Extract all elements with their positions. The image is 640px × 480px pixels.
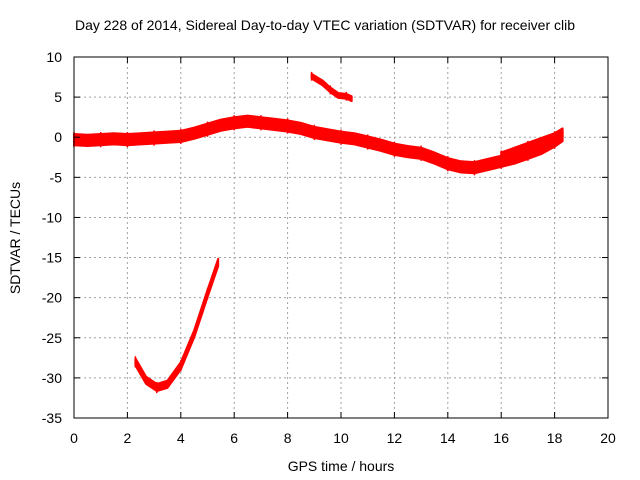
x-tick-label: 8 [284, 430, 292, 446]
x-tick-label: 20 [600, 430, 616, 446]
x-tick-label: 14 [440, 430, 456, 446]
y-tick-label: -20 [42, 290, 62, 306]
y-tick-label: 10 [46, 49, 62, 65]
grid-lines [74, 57, 608, 418]
x-axis-label: GPS time / hours [288, 458, 395, 474]
series-lower-trace [134, 257, 220, 394]
series-main-trace [73, 114, 564, 176]
x-tick-label: 12 [387, 430, 403, 446]
x-tick-label: 2 [124, 430, 132, 446]
chart-title: Day 228 of 2014, Sidereal Day-to-day VTE… [75, 17, 575, 33]
y-axis-label: SDTVAR / TECUs [7, 182, 23, 294]
series-band [134, 257, 220, 393]
series-secondary-trace [500, 127, 564, 163]
y-tick-label: -25 [42, 330, 62, 346]
y-tick-label: 0 [54, 129, 62, 145]
series-band [73, 114, 564, 175]
y-tick-label: -5 [50, 169, 63, 185]
x-tick-label: 16 [493, 430, 509, 446]
x-tick-label: 6 [230, 430, 238, 446]
y-tick-label: -10 [42, 209, 62, 225]
y-tick-label: -35 [42, 410, 62, 426]
series-upper-trace [310, 71, 353, 103]
y-tick-label: 5 [54, 89, 62, 105]
x-tick-label: 10 [333, 430, 349, 446]
x-tick-label: 18 [547, 430, 563, 446]
y-tick-label: -30 [42, 370, 62, 386]
axis-ticks: 0 2 4 6 8 10 12 14 16 18 20 10 5 0 -5 -10 -15 -20 -25 -30 -3… [42, 49, 616, 446]
data-series [73, 71, 564, 394]
y-tick-label: -15 [42, 250, 62, 266]
x-tick-label: 0 [70, 430, 78, 446]
x-tick-label: 4 [177, 430, 185, 446]
